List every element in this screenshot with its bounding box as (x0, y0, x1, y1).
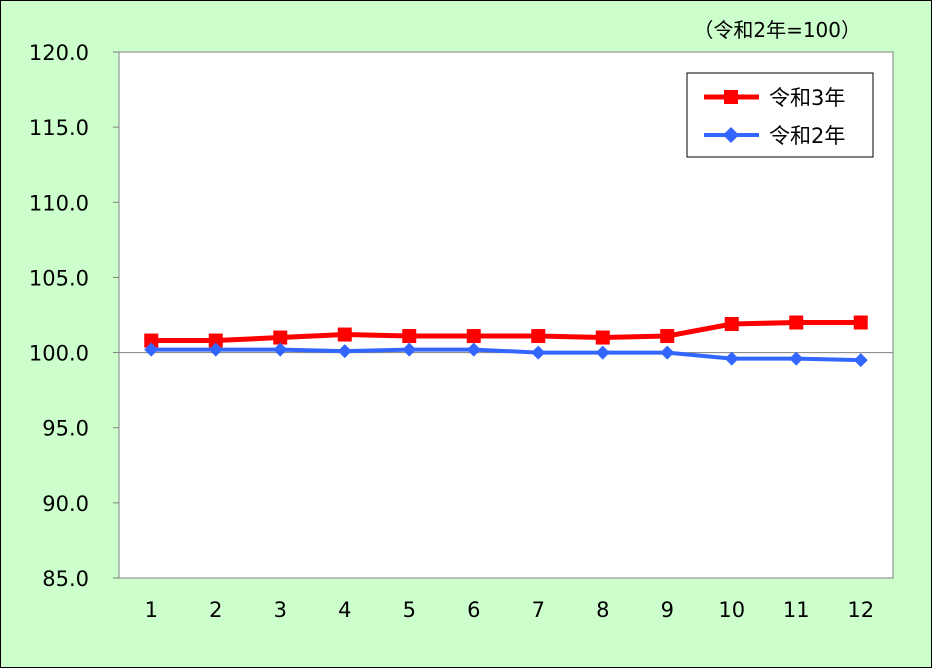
y-tick-label: 85.0 (42, 567, 89, 591)
series-line-1 (151, 320, 861, 344)
y-tick-label: 120.0 (29, 41, 89, 65)
data-point-series-2 (853, 353, 868, 368)
y-tick-label: 90.0 (42, 492, 89, 516)
data-point-series-2 (466, 342, 481, 357)
data-point-series-2 (144, 342, 159, 357)
x-axis: 1 2 3 4 5 6 7 8 9 10 11 12 (145, 598, 875, 622)
data-point-series-2 (337, 344, 352, 359)
legend-label-series-2: 令和2年 (769, 124, 845, 148)
legend-box (686, 72, 874, 158)
x-tick-label: 3 (274, 598, 287, 622)
data-point-series-1 (660, 329, 675, 344)
x-tick-label: 10 (718, 598, 745, 622)
data-point-series-1 (724, 317, 739, 332)
y-tick-label: 100.0 (29, 342, 89, 366)
data-point-series-2 (208, 342, 223, 357)
data-point-series-1 (208, 333, 223, 348)
data-point-series-2 (595, 345, 610, 360)
legend-diamond-marker (723, 127, 739, 143)
data-point-series-1 (402, 329, 417, 344)
x-tick-label: 8 (596, 598, 609, 622)
data-point-series-1 (595, 330, 610, 345)
y-axis: 85.0 90.0 95.0 100.0 105.0 110.0 115.0 120.0 (29, 41, 119, 591)
x-tick-label: 1 (145, 598, 158, 622)
x-tick-label: 12 (847, 598, 874, 622)
data-point-series-1 (466, 329, 481, 344)
x-tick-label: 2 (209, 598, 222, 622)
legend-item-series-2: 令和2年 (704, 124, 845, 148)
series-layer (144, 315, 868, 368)
data-point-series-1 (531, 329, 546, 344)
x-tick-label: 5 (403, 598, 416, 622)
data-point-series-1 (144, 333, 159, 348)
data-point-series-2 (273, 342, 288, 357)
x-tick-label: 4 (338, 598, 351, 622)
x-tick-label: 6 (467, 598, 480, 622)
data-point-series-2 (660, 345, 675, 360)
data-point-series-2 (531, 345, 546, 360)
legend: 令和3年 令和2年 (686, 72, 874, 158)
series-line-2 (151, 347, 861, 363)
legend-item-series-1: 令和3年 (704, 86, 845, 110)
x-tick-label: 9 (661, 598, 674, 622)
y-tick-label: 115.0 (29, 116, 89, 140)
data-point-series-2 (402, 342, 417, 357)
x-tick-label: 7 (532, 598, 545, 622)
unit-note: （令和2年=100） (693, 18, 861, 42)
y-tick-label: 110.0 (29, 191, 89, 215)
legend-label-series-1: 令和3年 (769, 86, 845, 110)
data-point-series-1 (853, 315, 868, 330)
y-tick-label: 95.0 (42, 417, 89, 441)
data-point-series-1 (789, 315, 804, 330)
x-tick-label: 11 (783, 598, 810, 622)
data-point-series-1 (337, 327, 352, 342)
data-point-series-1 (273, 330, 288, 345)
data-point-series-2 (789, 351, 804, 366)
y-tick-label: 105.0 (29, 266, 89, 290)
data-point-series-2 (724, 351, 739, 366)
legend-square-marker (724, 90, 738, 104)
